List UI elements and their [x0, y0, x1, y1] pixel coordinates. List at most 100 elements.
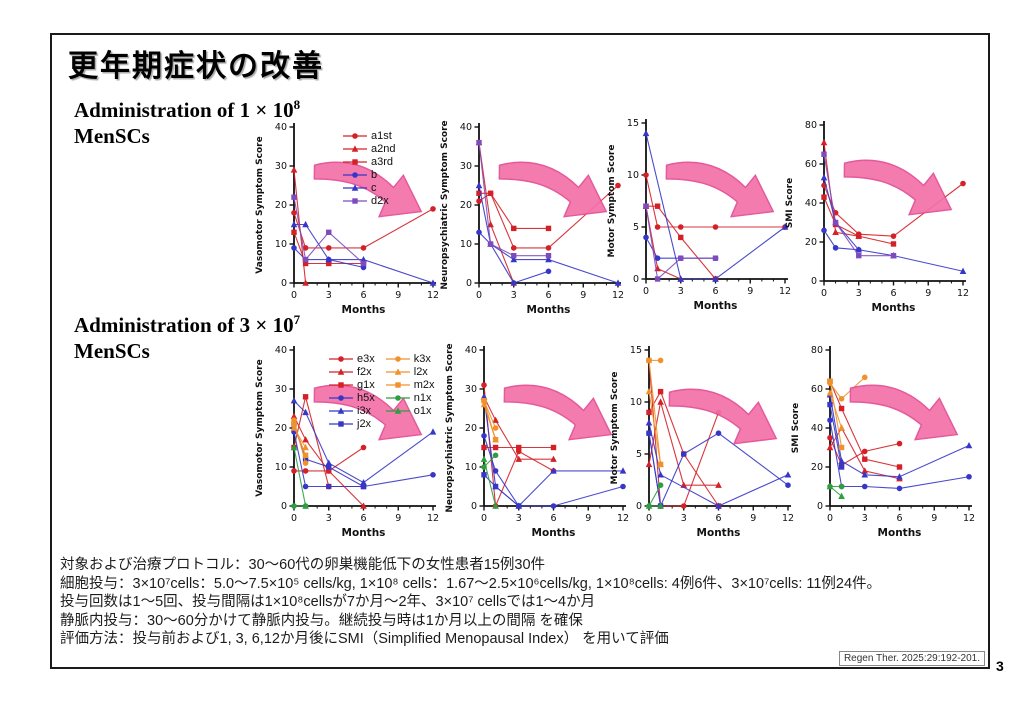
svg-text:0: 0: [811, 276, 817, 287]
legend-label: c: [371, 181, 377, 194]
protocol-notes: 対象および治療プロトコル：30～60代の卵巣機能低下の女性患者15例30件 細胞…: [60, 556, 976, 649]
svg-text:12: 12: [427, 290, 439, 301]
legend-entry-h5x: h5x: [328, 391, 375, 404]
svg-text:6: 6: [715, 513, 721, 524]
series-c: [642, 129, 789, 282]
legend-label: i3x: [357, 404, 372, 417]
series-o1x: [290, 443, 309, 509]
svg-text:20: 20: [275, 423, 287, 434]
series-m2x: [291, 421, 309, 458]
chart-smi-1e8: 0 20 40 60 80 0 3 6 9 12 SMI Score Months: [784, 115, 969, 320]
svg-text:0: 0: [281, 501, 287, 512]
legend-label: o1x: [413, 404, 432, 417]
chart-plot: 0 10 20 30 40 0 3 6 9 12 Vasomotor Symptom Score Mo…: [255, 345, 439, 539]
svg-text:12: 12: [779, 286, 791, 297]
legend-label: n1x: [413, 391, 432, 404]
section2-header-line2: MenSCs: [74, 339, 150, 363]
series-a1st: [476, 182, 621, 251]
svg-text:3: 3: [856, 288, 862, 299]
section1-header: Administration of 1 × 108 MenSCs: [74, 92, 300, 149]
series-d2x: [643, 203, 719, 282]
series-i3x: [645, 419, 792, 509]
legend-entry-n1x: n1x: [385, 391, 435, 404]
note-line: 細胞投与：3×10⁷cells：5.0～7.5×10⁵ cells/kg, 1×…: [60, 575, 882, 592]
svg-text:40: 40: [805, 198, 817, 209]
x-axis-label: Months: [694, 300, 738, 312]
chart-neuropsychiatric-1e8: 0 10 20 30 40 0 3 6 9 12 Neuropsychiatric Symptom …: [439, 117, 624, 322]
svg-text:30: 30: [275, 384, 287, 395]
series-j2x: [481, 472, 522, 509]
svg-text:12: 12: [612, 290, 624, 301]
legend-label: a2nd: [371, 142, 396, 155]
chart-plot: 0 10 20 30 40 0 3 6 9 12 Neuropsychiatric Symptom …: [440, 120, 624, 316]
svg-text:0: 0: [817, 501, 823, 512]
svg-text:3: 3: [862, 513, 868, 524]
svg-text:60: 60: [805, 159, 817, 170]
legend-label: l2x: [413, 365, 428, 378]
slide-frame: 更年期症状の改善 Administration of 1 × 108 MenSC…: [50, 33, 990, 669]
svg-text:10: 10: [465, 462, 477, 473]
svg-text:6: 6: [545, 290, 551, 301]
svg-text:0: 0: [466, 278, 472, 289]
svg-text:9: 9: [580, 290, 586, 301]
series-l2x: [826, 389, 845, 431]
legend-marker-icon: [385, 381, 410, 388]
svg-text:9: 9: [925, 288, 931, 299]
svg-text:0: 0: [636, 501, 642, 512]
section1-header-line2: MenSCs: [74, 124, 150, 148]
legend-entry-a1st: a1st: [342, 129, 395, 142]
chart-plot: 0 20 40 60 80 0 3 6 9 12 SMI Score Months: [785, 120, 969, 314]
svg-text:60: 60: [811, 384, 823, 395]
series-a2nd: [475, 139, 518, 286]
svg-text:0: 0: [471, 501, 477, 512]
x-axis-label: Months: [527, 304, 571, 316]
svg-text:20: 20: [460, 200, 472, 211]
series-d2x: [476, 139, 552, 259]
x-axis-label: Months: [342, 527, 386, 539]
svg-text:40: 40: [275, 122, 287, 133]
series-h5x: [646, 430, 791, 509]
y-axis-label: Motor Symptom Score: [610, 372, 620, 485]
legend-marker-icon: [329, 381, 353, 388]
series-i3x: [826, 391, 973, 480]
legend-entry-d2x: d2x: [342, 194, 395, 207]
y-axis-label: Motor Symptom Score: [607, 145, 617, 258]
note-line: 投与回数は1～5回、投与間隔は1×10⁸cellsが7か月～2年、3×10⁷ c…: [60, 594, 596, 611]
y-axis-label: SMI Score: [785, 178, 795, 228]
y-axis-label: Neuropsychiatric Symptom Score: [440, 120, 450, 289]
svg-text:0: 0: [476, 290, 482, 301]
legend-label: j2x: [357, 417, 372, 430]
svg-text:0: 0: [281, 278, 287, 289]
legend-entry-j2x: j2x: [328, 417, 375, 430]
legend-marker-icon: [385, 367, 410, 375]
svg-text:6: 6: [360, 290, 366, 301]
legend-label: e3x: [357, 352, 375, 365]
svg-text:0: 0: [821, 288, 827, 299]
svg-text:15: 15: [627, 118, 639, 129]
svg-text:10: 10: [275, 462, 287, 473]
legend-row2: e3x f2x g1x h5x i3x j2x k3x l2x m2x n1x o1x: [328, 352, 435, 430]
svg-text:12: 12: [963, 513, 975, 524]
svg-text:5: 5: [633, 222, 639, 233]
chart-neuropsychiatric-3e7: 0 10 20 30 40 0 3 6 9 12 Neuropsychiatric Symptom …: [444, 340, 629, 545]
chart-smi-3e7: 0 20 40 60 80 0 3 6 9 12 SMI Score Months: [790, 340, 975, 545]
series-c: [820, 174, 967, 274]
legend-entry-a2nd: a2nd: [342, 142, 395, 155]
svg-text:3: 3: [511, 290, 517, 301]
series-m2x: [827, 378, 845, 451]
series-f2x: [290, 412, 367, 509]
note-line: 対象および治療プロトコル：30～60代の卵巣機能低下の女性患者15例30件: [60, 557, 546, 573]
legend-entry-i3x: i3x: [328, 404, 375, 417]
chart-plot: 0 10 20 30 40 0 3 6 9 12 Vasomotor Symptom Score Mo…: [255, 122, 439, 316]
series-h5x: [827, 417, 972, 492]
chart-plot: 0 10 20 30 40 0 3 6 9 12 Neuropsychiatric Symptom …: [445, 343, 629, 539]
legend-label: f2x: [357, 365, 372, 378]
svg-text:3: 3: [326, 290, 332, 301]
svg-text:9: 9: [931, 513, 937, 524]
legend-entry-f2x: f2x: [328, 365, 375, 378]
svg-text:40: 40: [460, 122, 472, 133]
svg-text:10: 10: [275, 239, 287, 250]
y-axis-label: SMI Score: [791, 403, 801, 453]
legend-marker-icon: [343, 197, 367, 204]
series-a1st: [821, 180, 966, 239]
